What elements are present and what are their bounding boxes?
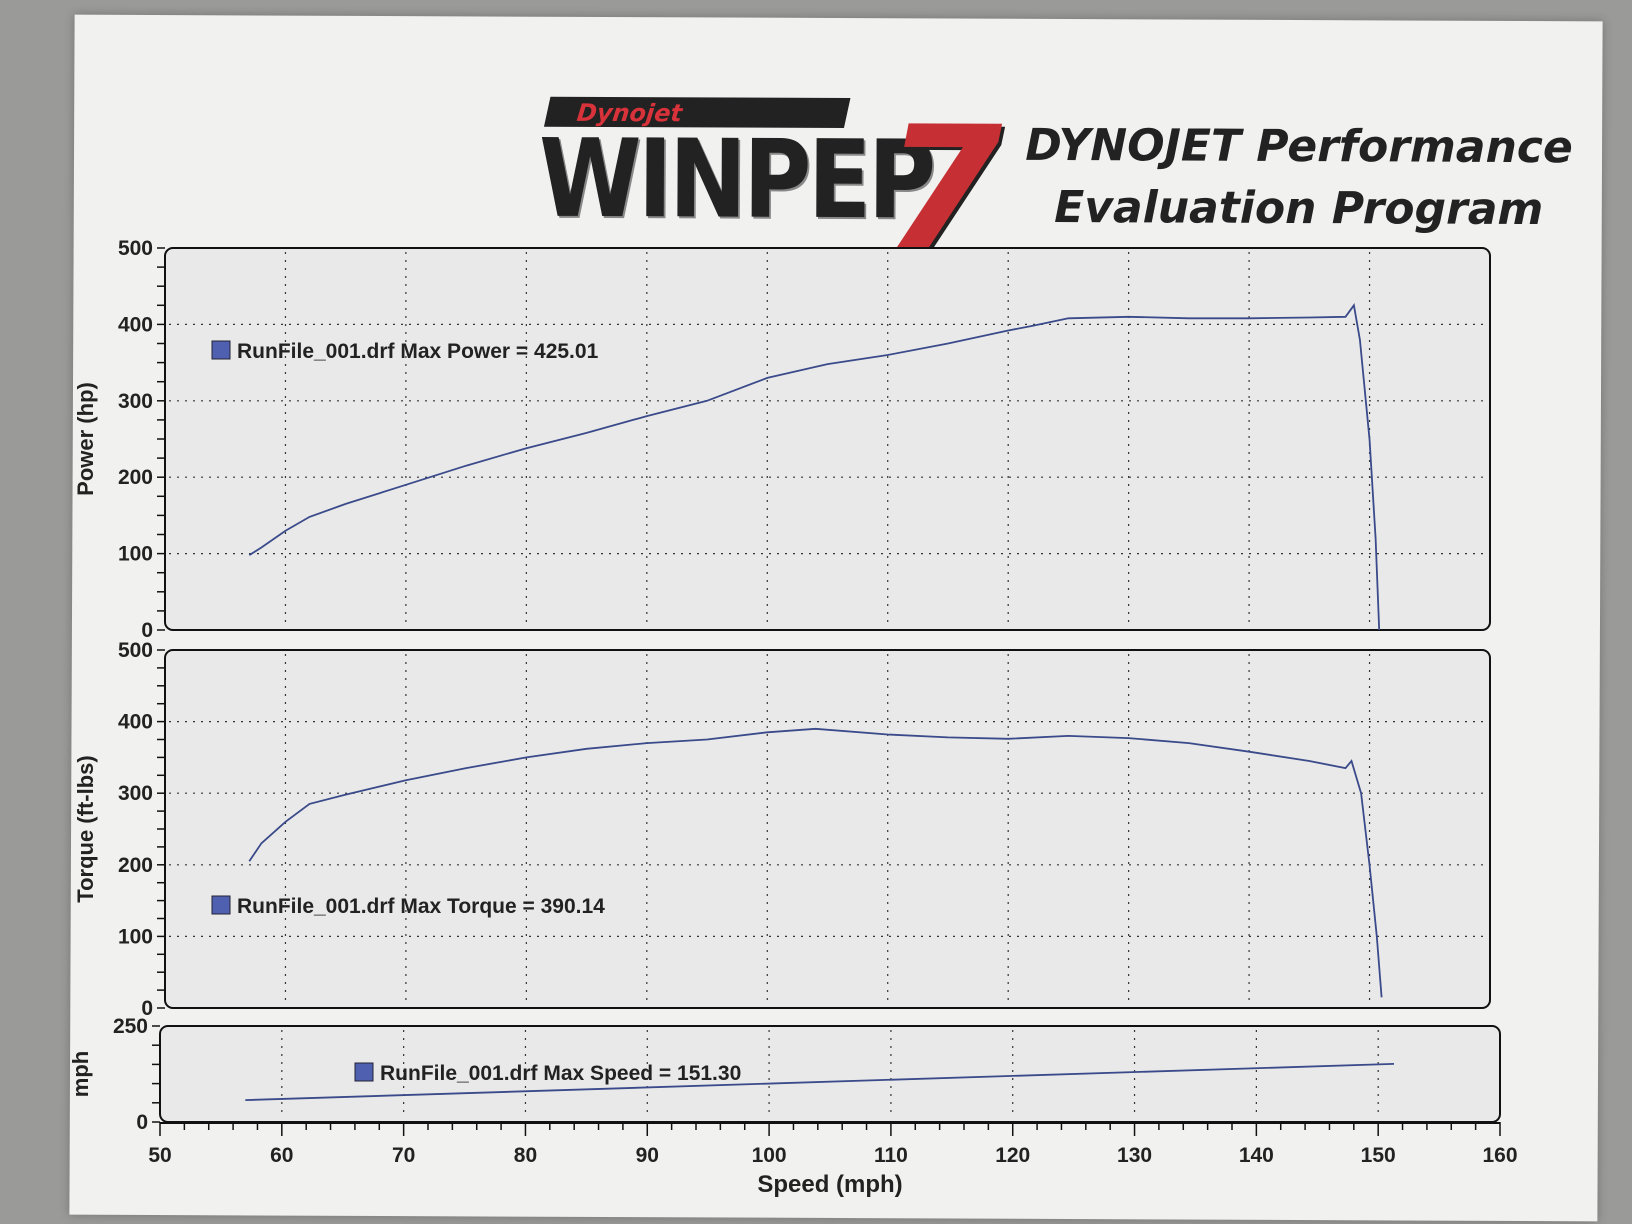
y-tick-label: 0 xyxy=(141,997,153,1020)
x-tick-label: 70 xyxy=(392,1144,415,1167)
y-tick-label: 250 xyxy=(113,1015,148,1038)
x-tick-label: 130 xyxy=(1117,1144,1152,1167)
legend-text: RunFile_001.drf Max Torque = 390.14 xyxy=(237,895,605,918)
legend-marker xyxy=(211,895,231,915)
x-tick-label: 80 xyxy=(514,1144,537,1167)
y-axis-label: Torque (ft-lbs) xyxy=(73,755,98,902)
y-tick-label: 300 xyxy=(118,782,153,805)
x-tick-label: 160 xyxy=(1482,1144,1517,1167)
series-line xyxy=(248,303,1381,631)
chart-panel-2: 0 100 200 300 400 500 Torque (ft-lbs) RunFile_0… xyxy=(73,639,1491,1020)
plot-area xyxy=(164,247,1491,631)
y-tick-label: 100 xyxy=(118,543,153,566)
x-tick-label: 120 xyxy=(995,1144,1030,1167)
x-tick-label: 150 xyxy=(1361,1144,1396,1167)
series-line xyxy=(248,727,1383,998)
y-tick-label: 500 xyxy=(118,639,153,662)
legend-text: RunFile_001.drf Max Power = 425.01 xyxy=(237,340,599,363)
y-tick-label: 200 xyxy=(118,854,153,877)
x-tick-label: 100 xyxy=(752,1144,787,1167)
legend-marker xyxy=(354,1062,374,1082)
y-axis-label: mph xyxy=(68,1051,93,1097)
x-tick-label: 60 xyxy=(270,1144,293,1167)
y-tick-label: 400 xyxy=(118,313,153,336)
chart-panel-1: 0 100 200 300 400 500 Power (hp) RunFile_001.dr… xyxy=(73,237,1491,642)
x-tick-label: 140 xyxy=(1239,1144,1274,1167)
plot-area xyxy=(164,649,1491,1009)
y-tick-label: 200 xyxy=(118,466,153,489)
y-tick-label: 0 xyxy=(136,1111,148,1134)
y-tick-label: 500 xyxy=(118,237,153,260)
x-axis-label: Speed (mph) xyxy=(757,1171,902,1198)
y-tick-label: 0 xyxy=(141,619,153,642)
legend-marker xyxy=(211,340,231,360)
y-axis-label: Power (hp) xyxy=(73,382,98,496)
x-tick-label: 110 xyxy=(874,1144,908,1167)
chart-panel-3: 0 250 mph RunFile_001.drf Max Speed = 151.3… xyxy=(68,1015,1518,1198)
legend-text: RunFile_001.drf Max Speed = 151.30 xyxy=(380,1062,741,1085)
y-tick-label: 100 xyxy=(118,925,153,948)
series-line xyxy=(245,1063,1395,1101)
y-tick-label: 400 xyxy=(118,711,153,734)
y-tick-label: 300 xyxy=(118,390,153,413)
x-tick-label: 90 xyxy=(636,1144,659,1167)
x-tick-label: 50 xyxy=(148,1144,171,1167)
